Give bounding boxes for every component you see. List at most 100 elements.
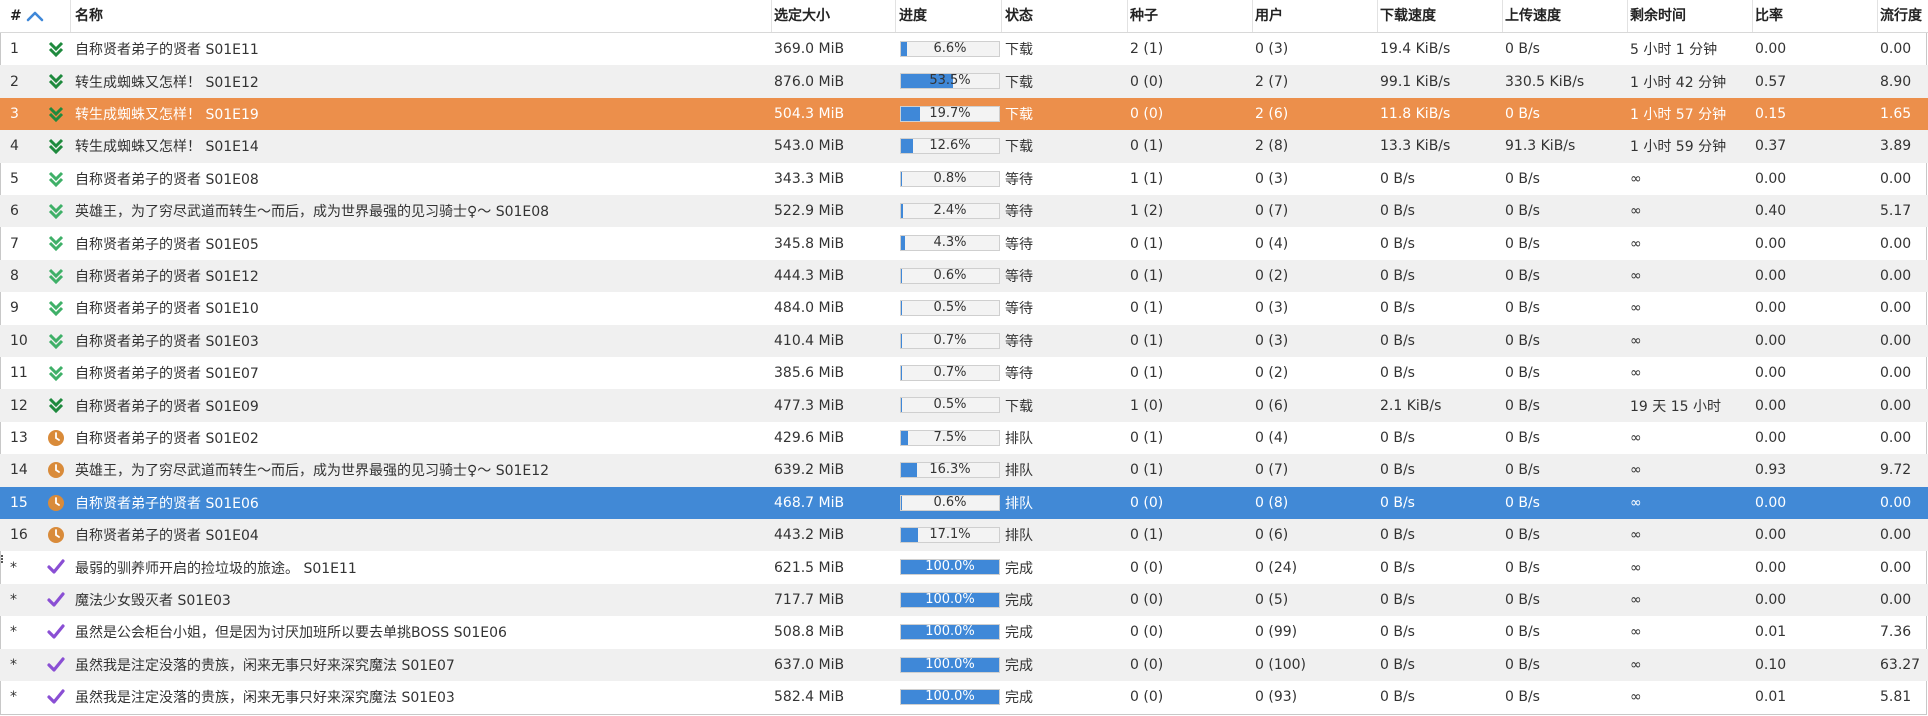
- eta: 5 小时 1 分钟: [1630, 42, 1718, 59]
- selected-size: 468.7 MiB: [774, 494, 845, 511]
- progress-percent: 17.1%: [929, 527, 971, 542]
- progress-bar: 7.5%: [900, 429, 1000, 446]
- table-row[interactable]: 15 自称贤者弟子的贤者 S01E06 468.7 MiB 排队 0 (0) 0 (8) 0…: [0, 486, 1928, 519]
- table-row[interactable]: 6 英雄王，为了穷尽武道而转生～而后，成为世界最强的见习骑士♀～ S01E08 52…: [0, 195, 1928, 228]
- popularity: 5.81: [1880, 689, 1912, 706]
- torrent-status: 等待: [1005, 366, 1033, 383]
- peers-count: 0 (24): [1255, 559, 1298, 576]
- row-number: 5: [10, 170, 19, 187]
- table-row[interactable]: 4 转生成蜘蛛又怎样！ S01E14 543.0 MiB 下载 0 (1) 2 (8) 13…: [0, 130, 1928, 163]
- torrent-name: 转生成蜘蛛又怎样！ S01E14: [75, 139, 259, 156]
- torrent-status: 完成: [1005, 657, 1033, 674]
- progress-percent: 100.0%: [925, 591, 975, 607]
- table-row[interactable]: 3 转生成蜘蛛又怎样！ S01E19 504.3 MiB 下载 0 (0) 2 (6) 11…: [0, 97, 1928, 131]
- selected-size: 410.4 MiB: [774, 332, 845, 349]
- share-ratio: 0.00: [1755, 332, 1787, 349]
- column-header-download-speed[interactable]: 下载速度: [1380, 0, 1503, 32]
- eta: 1 小时 57 分钟: [1630, 106, 1727, 123]
- column-header-ratio[interactable]: 比率: [1755, 0, 1878, 32]
- table-row[interactable]: * 最弱的驯养师开启的捡垃圾的旅途。 S01E11 621.5 MiB 完成 0 (0)…: [0, 551, 1928, 583]
- table-row[interactable]: 8 自称贤者弟子的贤者 S01E12 444.3 MiB 等待 0 (1) 0 (2) 0 …: [0, 259, 1928, 293]
- column-header-name[interactable]: 名称: [75, 0, 772, 32]
- upload-speed: 0 B/s: [1505, 656, 1540, 673]
- torrent-status: 等待: [1005, 301, 1033, 318]
- upload-speed: 0 B/s: [1505, 41, 1540, 58]
- seeds-count: 0 (1): [1130, 462, 1164, 479]
- waiting-double-chevron-icon: [47, 299, 65, 317]
- download-double-chevron-icon: [47, 105, 65, 123]
- column-header-progress[interactable]: 进度: [899, 0, 1002, 32]
- progress-bar: 53.5%: [900, 73, 1000, 90]
- share-ratio: 0.15: [1755, 105, 1787, 122]
- complete-check-icon: [47, 656, 65, 674]
- popularity: 3.89: [1880, 138, 1912, 155]
- seeds-count: 0 (0): [1130, 559, 1164, 576]
- row-number: 3: [10, 105, 19, 122]
- eta: ∞: [1630, 624, 1642, 641]
- column-header-popularity[interactable]: 流行度: [1880, 8, 1922, 24]
- table-row[interactable]: 1 自称贤者弟子的贤者 S01E11 369.0 MiB 下载 2 (1) 0 (3) 19…: [0, 33, 1928, 65]
- download-speed: 0 B/s: [1380, 494, 1415, 511]
- row-number: 9: [10, 300, 19, 317]
- row-number: 16: [10, 527, 28, 544]
- download-speed: 11.8 KiB/s: [1380, 105, 1451, 122]
- progress-fill: [901, 268, 902, 283]
- progress-fill: [901, 236, 906, 251]
- selected-size: 429.6 MiB: [774, 429, 845, 446]
- progress-fill: [901, 528, 918, 542]
- download-speed: 19.4 KiB/s: [1380, 41, 1451, 58]
- progress-fill: [901, 398, 902, 413]
- queued-clock-icon: [47, 461, 65, 479]
- share-ratio: 0.00: [1755, 365, 1787, 382]
- torrent-name: 英雄王，为了穷尽武道而转生～而后，成为世界最强的见习骑士♀～ S01E12: [75, 463, 550, 480]
- peers-count: 0 (7): [1255, 203, 1289, 220]
- progress-fill: [901, 74, 954, 89]
- download-speed: 0 B/s: [1380, 365, 1415, 382]
- table-row[interactable]: 10 自称贤者弟子的贤者 S01E03 410.4 MiB 等待 0 (1) 0 (3) 0…: [0, 324, 1928, 357]
- sort-ascending-icon[interactable]: [26, 9, 44, 23]
- download-speed: 13.3 KiB/s: [1380, 138, 1451, 155]
- torrent-name: 自称贤者弟子的贤者 S01E12: [75, 268, 259, 285]
- column-header-eta[interactable]: 剩余时间: [1630, 0, 1753, 32]
- table-row[interactable]: 11 自称贤者弟子的贤者 S01E07 385.6 MiB 等待 0 (1) 0 (2) 0…: [0, 357, 1928, 389]
- peers-count: 0 (6): [1255, 397, 1289, 414]
- column-header-status[interactable]: 状态: [1005, 0, 1128, 32]
- row-number: 10: [10, 332, 28, 349]
- waiting-double-chevron-icon: [47, 234, 65, 252]
- table-row[interactable]: 14 英雄王，为了穷尽武道而转生～而后，成为世界最强的见习骑士♀～ S01E12 6…: [0, 454, 1928, 487]
- peers-count: 0 (5): [1255, 591, 1289, 608]
- eta: 1 小时 42 分钟: [1630, 74, 1727, 91]
- progress-bar: 0.6%: [900, 494, 1000, 511]
- table-row[interactable]: 13 自称贤者弟子的贤者 S01E02 429.6 MiB 排队 0 (1) 0 (4) 0…: [0, 422, 1928, 454]
- table-row[interactable]: * 虽然我是注定没落的贵族，闲来无事只好来深究魔法 S01E07 637.0 MiB…: [0, 648, 1928, 681]
- table-row[interactable]: * 虽然是公会柜台小姐，但是因为讨厌加班所以要去单挑BOSS S01E06 508.…: [0, 616, 1928, 648]
- seeds-count: 0 (1): [1130, 429, 1164, 446]
- peers-count: 0 (99): [1255, 624, 1298, 641]
- table-row[interactable]: 5 自称贤者弟子的贤者 S01E08 343.3 MiB 等待 1 (1) 0 (3) 0 …: [0, 163, 1928, 195]
- table-row[interactable]: 9 自称贤者弟子的贤者 S01E10 484.0 MiB 等待 0 (1) 0 (3) 0 …: [0, 292, 1928, 324]
- column-header-size[interactable]: 选定大小: [774, 0, 896, 32]
- progress-fill: [901, 592, 999, 607]
- table-row[interactable]: 12 自称贤者弟子的贤者 S01E09 477.3 MiB 下载 1 (0) 0 (6) 2…: [0, 389, 1928, 422]
- seeds-count: 0 (1): [1130, 235, 1164, 252]
- resize-grip-icon[interactable]: [1, 554, 5, 566]
- selected-size: 477.3 MiB: [774, 397, 845, 414]
- column-header-number[interactable]: #: [10, 8, 22, 24]
- column-header-seeds[interactable]: 种子: [1130, 0, 1253, 32]
- table-row[interactable]: * 魔法少女毁灭者 S01E03 717.7 MiB 完成 0 (0) 0 (5) 0 B/…: [0, 583, 1928, 617]
- progress-bar: 100.0%: [900, 559, 1000, 576]
- table-row[interactable]: 7 自称贤者弟子的贤者 S01E05 345.8 MiB 等待 0 (1) 0 (4) 0 …: [0, 227, 1928, 259]
- eta: ∞: [1630, 591, 1642, 608]
- selected-size: 582.4 MiB: [774, 689, 845, 706]
- table-row[interactable]: 16 自称贤者弟子的贤者 S01E04 443.2 MiB 排队 0 (1) 0 (6) 0…: [0, 519, 1928, 552]
- column-header-status-icon[interactable]: [46, 0, 71, 32]
- column-header-peers[interactable]: 用户: [1255, 0, 1378, 32]
- column-header-upload-speed[interactable]: 上传速度: [1505, 0, 1628, 32]
- table-row[interactable]: * 虽然我是注定没落的贵族，闲来无事只好来深究魔法 S01E03 582.4 MiB…: [0, 681, 1928, 713]
- torrent-status: 排队: [1005, 430, 1033, 447]
- progress-percent: 0.7%: [933, 365, 967, 380]
- progress-fill: [901, 366, 902, 380]
- upload-speed: 0 B/s: [1505, 624, 1540, 641]
- share-ratio: 0.00: [1755, 300, 1787, 317]
- table-row[interactable]: 2 转生成蜘蛛又怎样！ S01E12 876.0 MiB 下载 0 (0) 2 (7) 99…: [0, 65, 1928, 98]
